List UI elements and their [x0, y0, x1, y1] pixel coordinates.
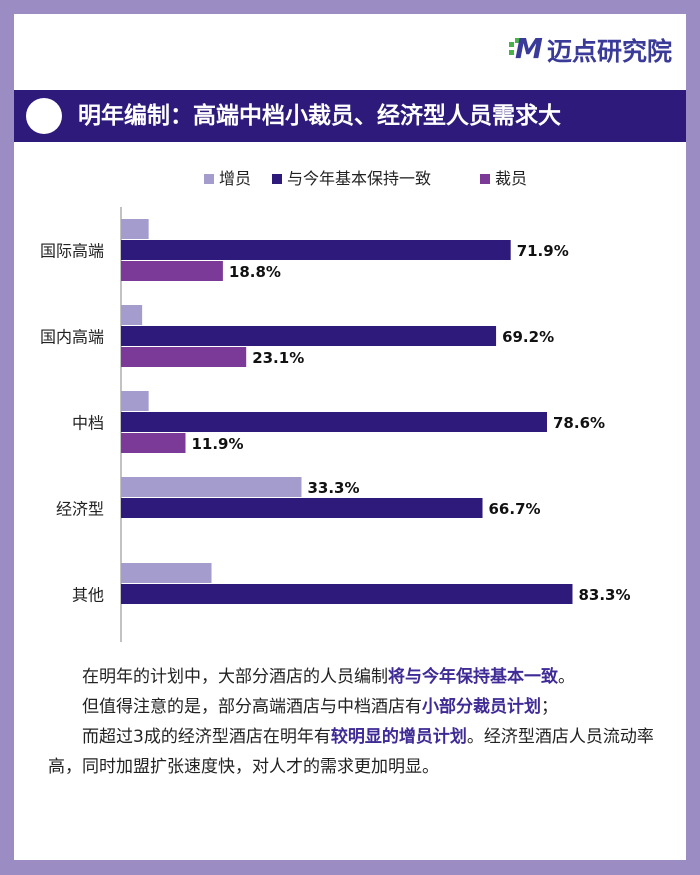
data-label: 69.2% — [502, 328, 554, 346]
bar — [121, 477, 302, 497]
logo-text: 迈点研究院 — [546, 37, 672, 66]
bar — [121, 498, 483, 518]
legend-swatch — [272, 174, 282, 184]
circle-icon — [26, 98, 62, 134]
legend-label: 与今年基本保持一致 — [287, 169, 431, 188]
summary-line-2: 但值得注意的是，部分高端酒店与中档酒店有小部分裁员计划； — [82, 697, 558, 717]
bar — [121, 326, 497, 346]
page-title: 明年编制：高端中档小裁员、经济型人员需求大 — [78, 103, 561, 129]
brand-logo: M 迈点研究院 — [508, 32, 672, 68]
category-label: 国内高端 — [40, 328, 104, 347]
bar — [121, 563, 212, 583]
legend-swatch — [480, 174, 490, 184]
bar — [121, 584, 573, 604]
data-label: 71.9% — [517, 242, 569, 260]
data-label: 66.7% — [489, 500, 541, 518]
data-label: 78.6% — [553, 414, 605, 432]
category-label: 国际高端 — [40, 242, 104, 261]
legend-label: 增员 — [219, 169, 251, 188]
data-label: 23.1% — [252, 349, 304, 367]
bar — [121, 433, 186, 453]
legend-swatch — [204, 174, 214, 184]
title-banner: 明年编制：高端中档小裁员、经济型人员需求大 — [14, 90, 686, 142]
logo-icon: M — [508, 34, 543, 64]
bar — [121, 240, 511, 260]
report-card: M 迈点研究院 明年编制：高端中档小裁员、经济型人员需求大 增员 与今年基本保持一… — [14, 14, 686, 860]
bar — [121, 412, 548, 432]
bar — [121, 391, 149, 411]
bar — [121, 261, 223, 281]
bar — [121, 305, 143, 325]
category-label: 中档 — [72, 414, 104, 433]
category-label: 经济型 — [56, 500, 104, 519]
summary-line-3: 而超过3成的经济型酒店在明年有较明显的增员计划。经济型酒店人员流动率高，同时加盟… — [48, 727, 654, 777]
summary-paragraph: 在明年的计划中，大部分酒店的人员编制将与今年保持基本一致。 但值得注意的是，部分… — [48, 662, 664, 782]
category-label: 其他 — [72, 586, 104, 605]
data-label: 83.3% — [578, 586, 630, 604]
bar — [121, 219, 149, 239]
data-label: 11.9% — [191, 435, 243, 453]
bar — [121, 347, 247, 367]
data-label: 18.8% — [229, 263, 281, 281]
legend-label: 裁员 — [495, 169, 527, 188]
data-label: 33.3% — [307, 479, 359, 497]
summary-line-1: 在明年的计划中，大部分酒店的人员编制将与今年保持基本一致。 — [82, 667, 575, 687]
